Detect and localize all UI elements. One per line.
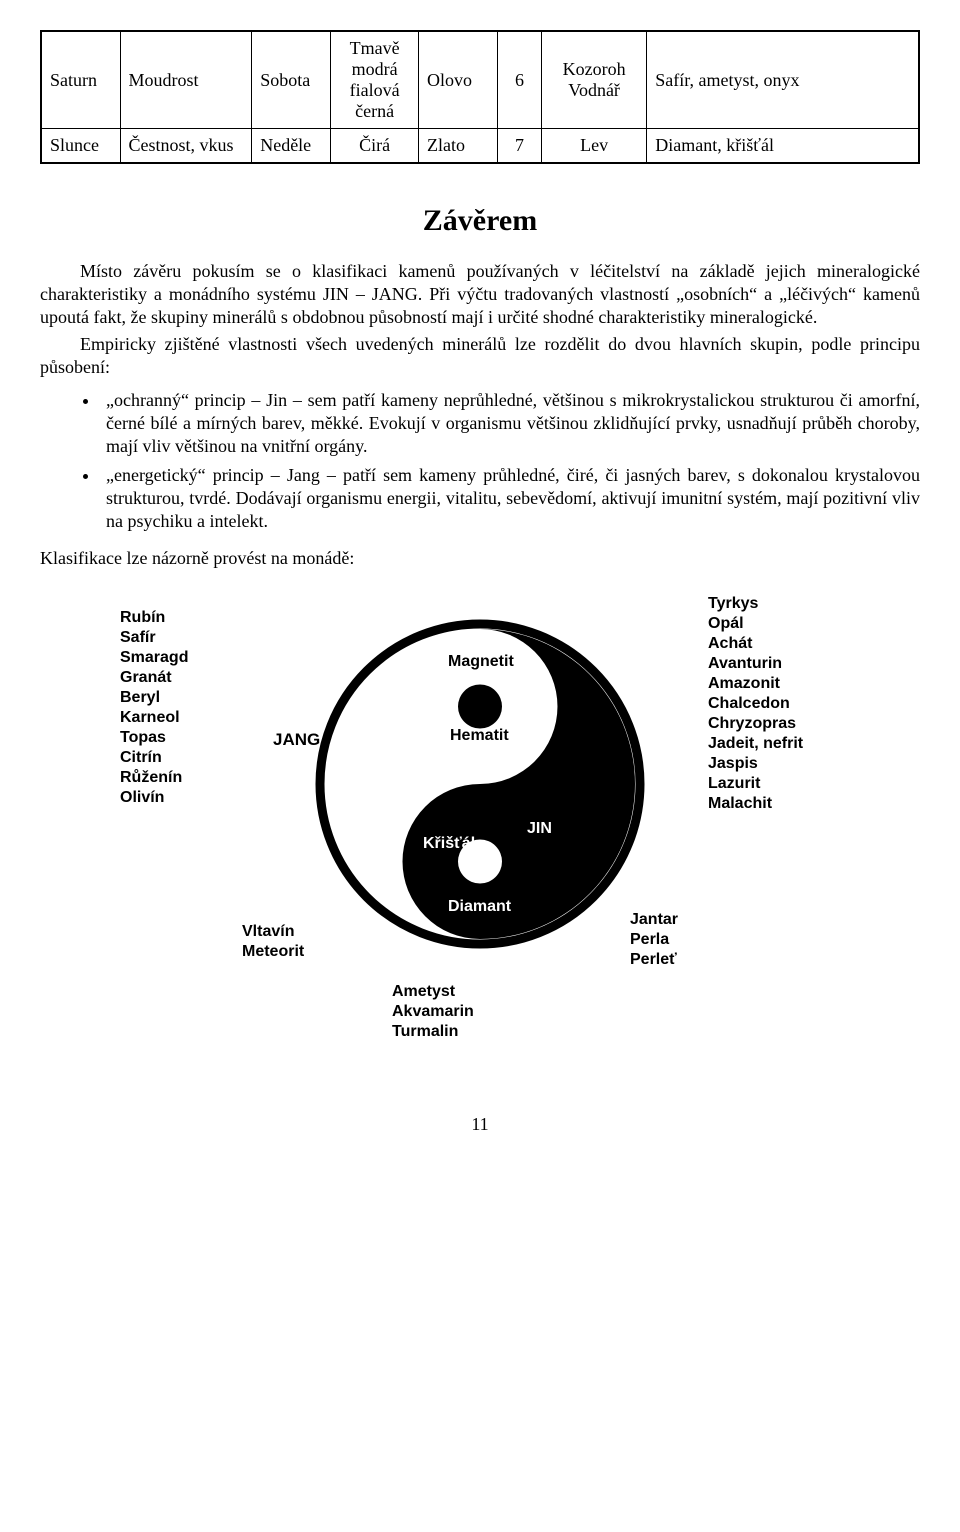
lb-1: Meteorit (242, 942, 304, 962)
bc-0: Ametyst (392, 982, 474, 1002)
right-gem-3: Avanturin (708, 654, 803, 674)
table-row: SaturnMoudrostSobotaTmavě modráfialováče… (41, 31, 919, 129)
left-gem-5: Karneol (120, 708, 188, 728)
page-number: 11 (40, 1114, 920, 1135)
para-2: Empiricky zjištěné vlastnosti všech uved… (40, 333, 920, 379)
bottom-center-list: Ametyst Akvamarin Turmalin (392, 982, 474, 1042)
table-cell: Saturn (41, 31, 120, 129)
rm-2: Perleť (630, 950, 678, 970)
table-cell: 6 (498, 31, 542, 129)
left-gem-list: Rubín Safír Smaragd Granát Beryl Karneol… (120, 608, 188, 808)
right-gem-5: Chalcedon (708, 694, 803, 714)
right-mid-list: Jantar Perla Perleť (630, 910, 678, 970)
left-gem-4: Beryl (120, 688, 188, 708)
left-gem-3: Granát (120, 668, 188, 688)
right-gem-8: Jaspis (708, 754, 803, 774)
planet-table: SaturnMoudrostSobotaTmavě modráfialováče… (40, 30, 920, 164)
left-gem-1: Safír (120, 628, 188, 648)
table-cell: Čestnost, vkus (120, 129, 252, 164)
right-gem-6: Chryzopras (708, 714, 803, 734)
left-bottom-list: Vltavín Meteorit (242, 922, 304, 962)
left-gem-8: Růženín (120, 768, 188, 788)
table-cell: Zlato (419, 129, 498, 164)
right-gem-2: Achát (708, 634, 803, 654)
conclusion-heading: Závěrem (40, 204, 920, 238)
left-gem-6: Topas (120, 728, 188, 748)
left-gem-2: Smaragd (120, 648, 188, 668)
table-cell: Čirá (331, 129, 419, 164)
right-gem-0: Tyrkys (708, 594, 803, 614)
table-cell: Slunce (41, 129, 120, 164)
table-cell: KozorohVodnář (541, 31, 646, 129)
bc-2: Turmalin (392, 1022, 474, 1042)
planet-table-body: SaturnMoudrostSobotaTmavě modráfialováče… (41, 31, 919, 163)
center-kristal: Křišťál (423, 834, 475, 854)
table-row: SlunceČestnost, vkusNeděleČiráZlato7LevD… (41, 129, 919, 164)
left-gem-7: Citrín (120, 748, 188, 768)
right-gem-9: Lazurit (708, 774, 803, 794)
table-cell: Safír, ametyst, onyx (647, 31, 919, 129)
rm-0: Jantar (630, 910, 678, 930)
bc-1: Akvamarin (392, 1002, 474, 1022)
center-diamant: Diamant (448, 897, 511, 917)
table-cell: Neděle (252, 129, 331, 164)
table-cell: 7 (498, 129, 542, 164)
right-gem-10: Malachit (708, 794, 803, 814)
table-cell: Moudrost (120, 31, 252, 129)
left-gem-0: Rubín (120, 608, 188, 628)
right-gem-7: Jadeit, nefrit (708, 734, 803, 754)
table-cell: Lev (541, 129, 646, 164)
bullet-list: „ochranný“ princip – Jin – sem patří kam… (40, 389, 920, 533)
right-gem-4: Amazonit (708, 674, 803, 694)
left-gem-9: Olivín (120, 788, 188, 808)
center-hematit: Hematit (450, 726, 509, 746)
para-3: Klasifikace lze názorně provést na monád… (40, 547, 920, 570)
table-cell: Sobota (252, 31, 331, 129)
para-1: Místo závěru pokusím se o klasifikaci ka… (40, 260, 920, 329)
right-gem-list: Tyrkys Opál Achát Avanturin Amazonit Cha… (708, 594, 803, 814)
yinyang-diagram: Rubín Safír Smaragd Granát Beryl Karneol… (100, 594, 860, 1074)
table-cell: Diamant, křišťál (647, 129, 919, 164)
bullet-jang: „energetický“ princip – Jang – patří sem… (100, 464, 920, 533)
lb-0: Vltavín (242, 922, 304, 942)
table-cell: Tmavě modráfialováčerná (331, 31, 419, 129)
rm-1: Perla (630, 930, 678, 950)
table-cell: Olovo (419, 31, 498, 129)
center-magnetit: Magnetit (448, 652, 514, 672)
label-jang: JANG (273, 729, 320, 750)
label-jin: JIN (527, 819, 552, 839)
bullet-jin: „ochranný“ princip – Jin – sem patří kam… (100, 389, 920, 458)
right-gem-1: Opál (708, 614, 803, 634)
